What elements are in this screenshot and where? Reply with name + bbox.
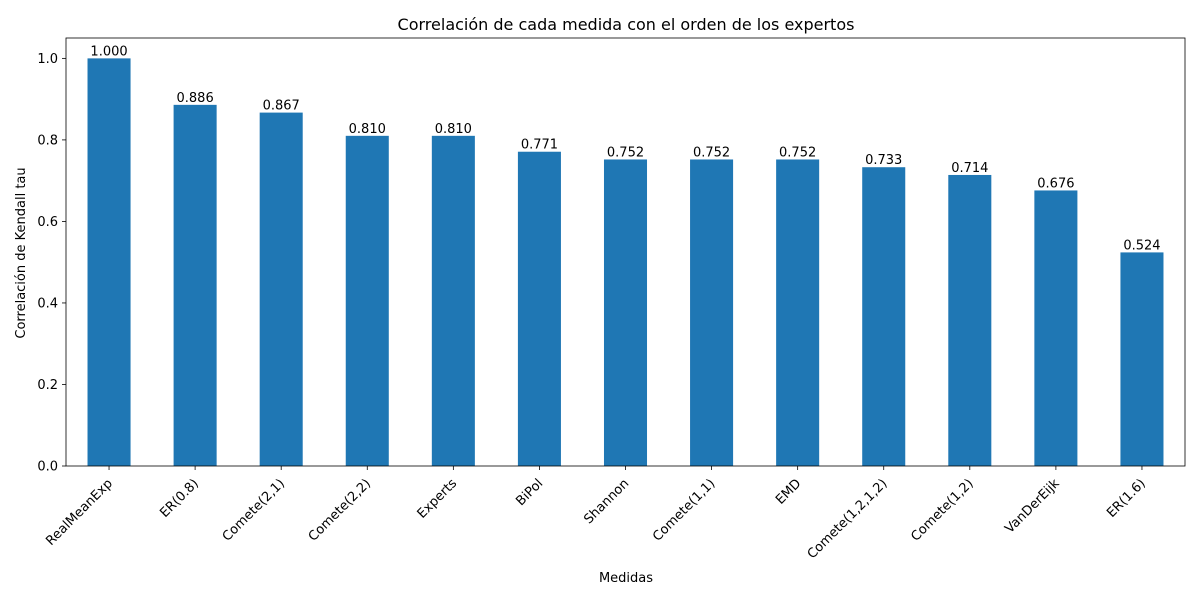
data-label: 0.810 [435, 122, 472, 137]
y-tick-label: 0.6 [37, 215, 58, 230]
data-label: 0.886 [177, 91, 214, 106]
data-label: 0.733 [865, 153, 902, 168]
bar [173, 104, 217, 467]
data-label: 0.752 [779, 145, 816, 160]
x-tick-label: RealMeanExp [43, 476, 116, 549]
bar [345, 135, 389, 467]
bar [517, 151, 561, 466]
y-tick-label: 1.0 [37, 52, 58, 67]
bar [1034, 190, 1078, 466]
bar [862, 167, 906, 466]
bar [1120, 252, 1164, 466]
bar [87, 58, 131, 466]
y-tick-label: 0.4 [37, 296, 58, 311]
bar [776, 159, 820, 467]
bar [431, 135, 475, 467]
x-tick-label: ER(1.6) [1104, 476, 1149, 521]
x-tick-label: Comete(2,2) [306, 476, 374, 544]
x-axis-label: Medidas [599, 571, 653, 586]
y-axis-label: Correlación de Kendall tau [14, 167, 29, 338]
y-tick-label: 0.8 [37, 133, 58, 148]
x-tick-label: Comete(1,2) [908, 476, 976, 544]
data-label: 0.524 [1123, 238, 1160, 253]
x-tick-label: Comete(1,2,1,2) [805, 476, 891, 562]
y-tick-label: 0.2 [37, 378, 58, 393]
y-tick-label: 0.0 [37, 460, 58, 475]
x-tick-label: Experts [415, 476, 461, 522]
data-label: 0.676 [1037, 176, 1074, 191]
data-label: 0.714 [951, 161, 988, 176]
x-tick-label: Shannon [581, 476, 632, 527]
x-tick-label: BiPol [513, 476, 546, 509]
data-label: 1.000 [90, 44, 127, 59]
bar [690, 159, 734, 467]
data-label: 0.810 [349, 122, 386, 137]
axes-frame [65, 37, 1186, 467]
data-label: 0.867 [263, 99, 300, 114]
data-label: 0.771 [521, 138, 558, 153]
x-tick-label: Comete(2,1) [220, 476, 288, 544]
bar [603, 159, 648, 467]
data-label: 0.752 [607, 145, 644, 160]
x-tick-label: EMD [773, 476, 804, 507]
data-label: 0.752 [693, 145, 730, 160]
chart-title: Correlación de cada medida con el orden … [398, 15, 855, 34]
bar [948, 174, 992, 466]
x-tick-label: ER(0.8) [157, 476, 202, 521]
x-tick-label: VanDerEijk [1002, 476, 1063, 537]
x-tick-label: Comete(1,1) [650, 476, 718, 544]
bar [259, 112, 303, 466]
plot-area: 1.000 RealMeanExp 0.886 ER(0.8) 0.867 Comete(… [37, 37, 1186, 562]
